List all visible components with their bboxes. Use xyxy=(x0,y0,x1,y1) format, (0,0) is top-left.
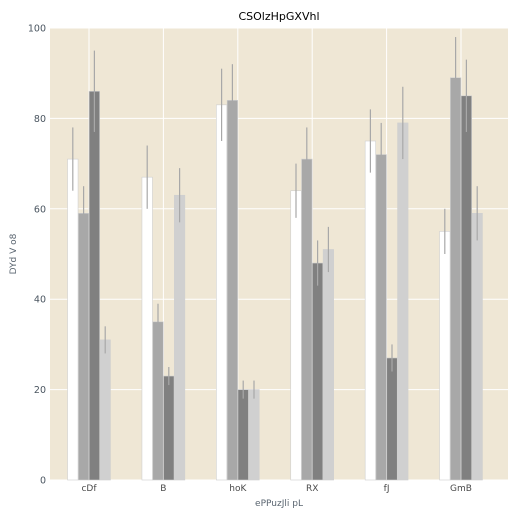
bar xyxy=(163,375,175,481)
bar xyxy=(248,389,260,481)
bar xyxy=(460,95,472,481)
x-tick-label: fJ xyxy=(384,484,390,494)
y-tick-label: 40 xyxy=(34,295,46,306)
x-tick-label: hoK xyxy=(229,484,247,494)
y-tick-label: 100 xyxy=(28,24,46,35)
bar xyxy=(152,321,164,481)
bar xyxy=(471,213,483,481)
y-axis-label: DYd V o8 xyxy=(9,233,19,274)
y-tick-label: 20 xyxy=(34,385,46,396)
bar xyxy=(397,122,409,481)
bar xyxy=(99,339,111,481)
bar xyxy=(141,176,153,481)
y-tick-label: 0 xyxy=(40,476,46,487)
bar xyxy=(386,357,398,481)
bar xyxy=(290,190,302,481)
x-tick-label: cDf xyxy=(81,484,97,494)
bar xyxy=(322,249,334,481)
bar xyxy=(88,90,100,481)
y-tick-label: 80 xyxy=(34,114,46,125)
bar xyxy=(301,158,313,481)
bar-series xyxy=(67,77,483,481)
y-axis-ticks: 0 20 40 60 80 100 xyxy=(28,24,46,487)
plot-area xyxy=(50,28,508,480)
x-tick-label: RX xyxy=(306,484,318,494)
bar xyxy=(78,213,90,481)
bar xyxy=(364,140,376,481)
chart-title: CSOlzHpGXVhl xyxy=(238,10,319,23)
bar xyxy=(375,154,387,481)
bar xyxy=(67,158,79,481)
bar xyxy=(174,194,186,481)
bar xyxy=(439,231,451,481)
bar xyxy=(216,104,228,481)
y-tick-label: 60 xyxy=(34,204,46,215)
bar xyxy=(226,100,238,481)
x-tick-label: GmB xyxy=(450,484,472,494)
x-tick-label: B xyxy=(160,484,166,494)
bar xyxy=(237,389,249,481)
error-bars xyxy=(72,37,478,399)
x-axis-label: ePPuzJli pL xyxy=(255,499,303,509)
bar xyxy=(450,77,462,481)
bar xyxy=(312,262,324,481)
